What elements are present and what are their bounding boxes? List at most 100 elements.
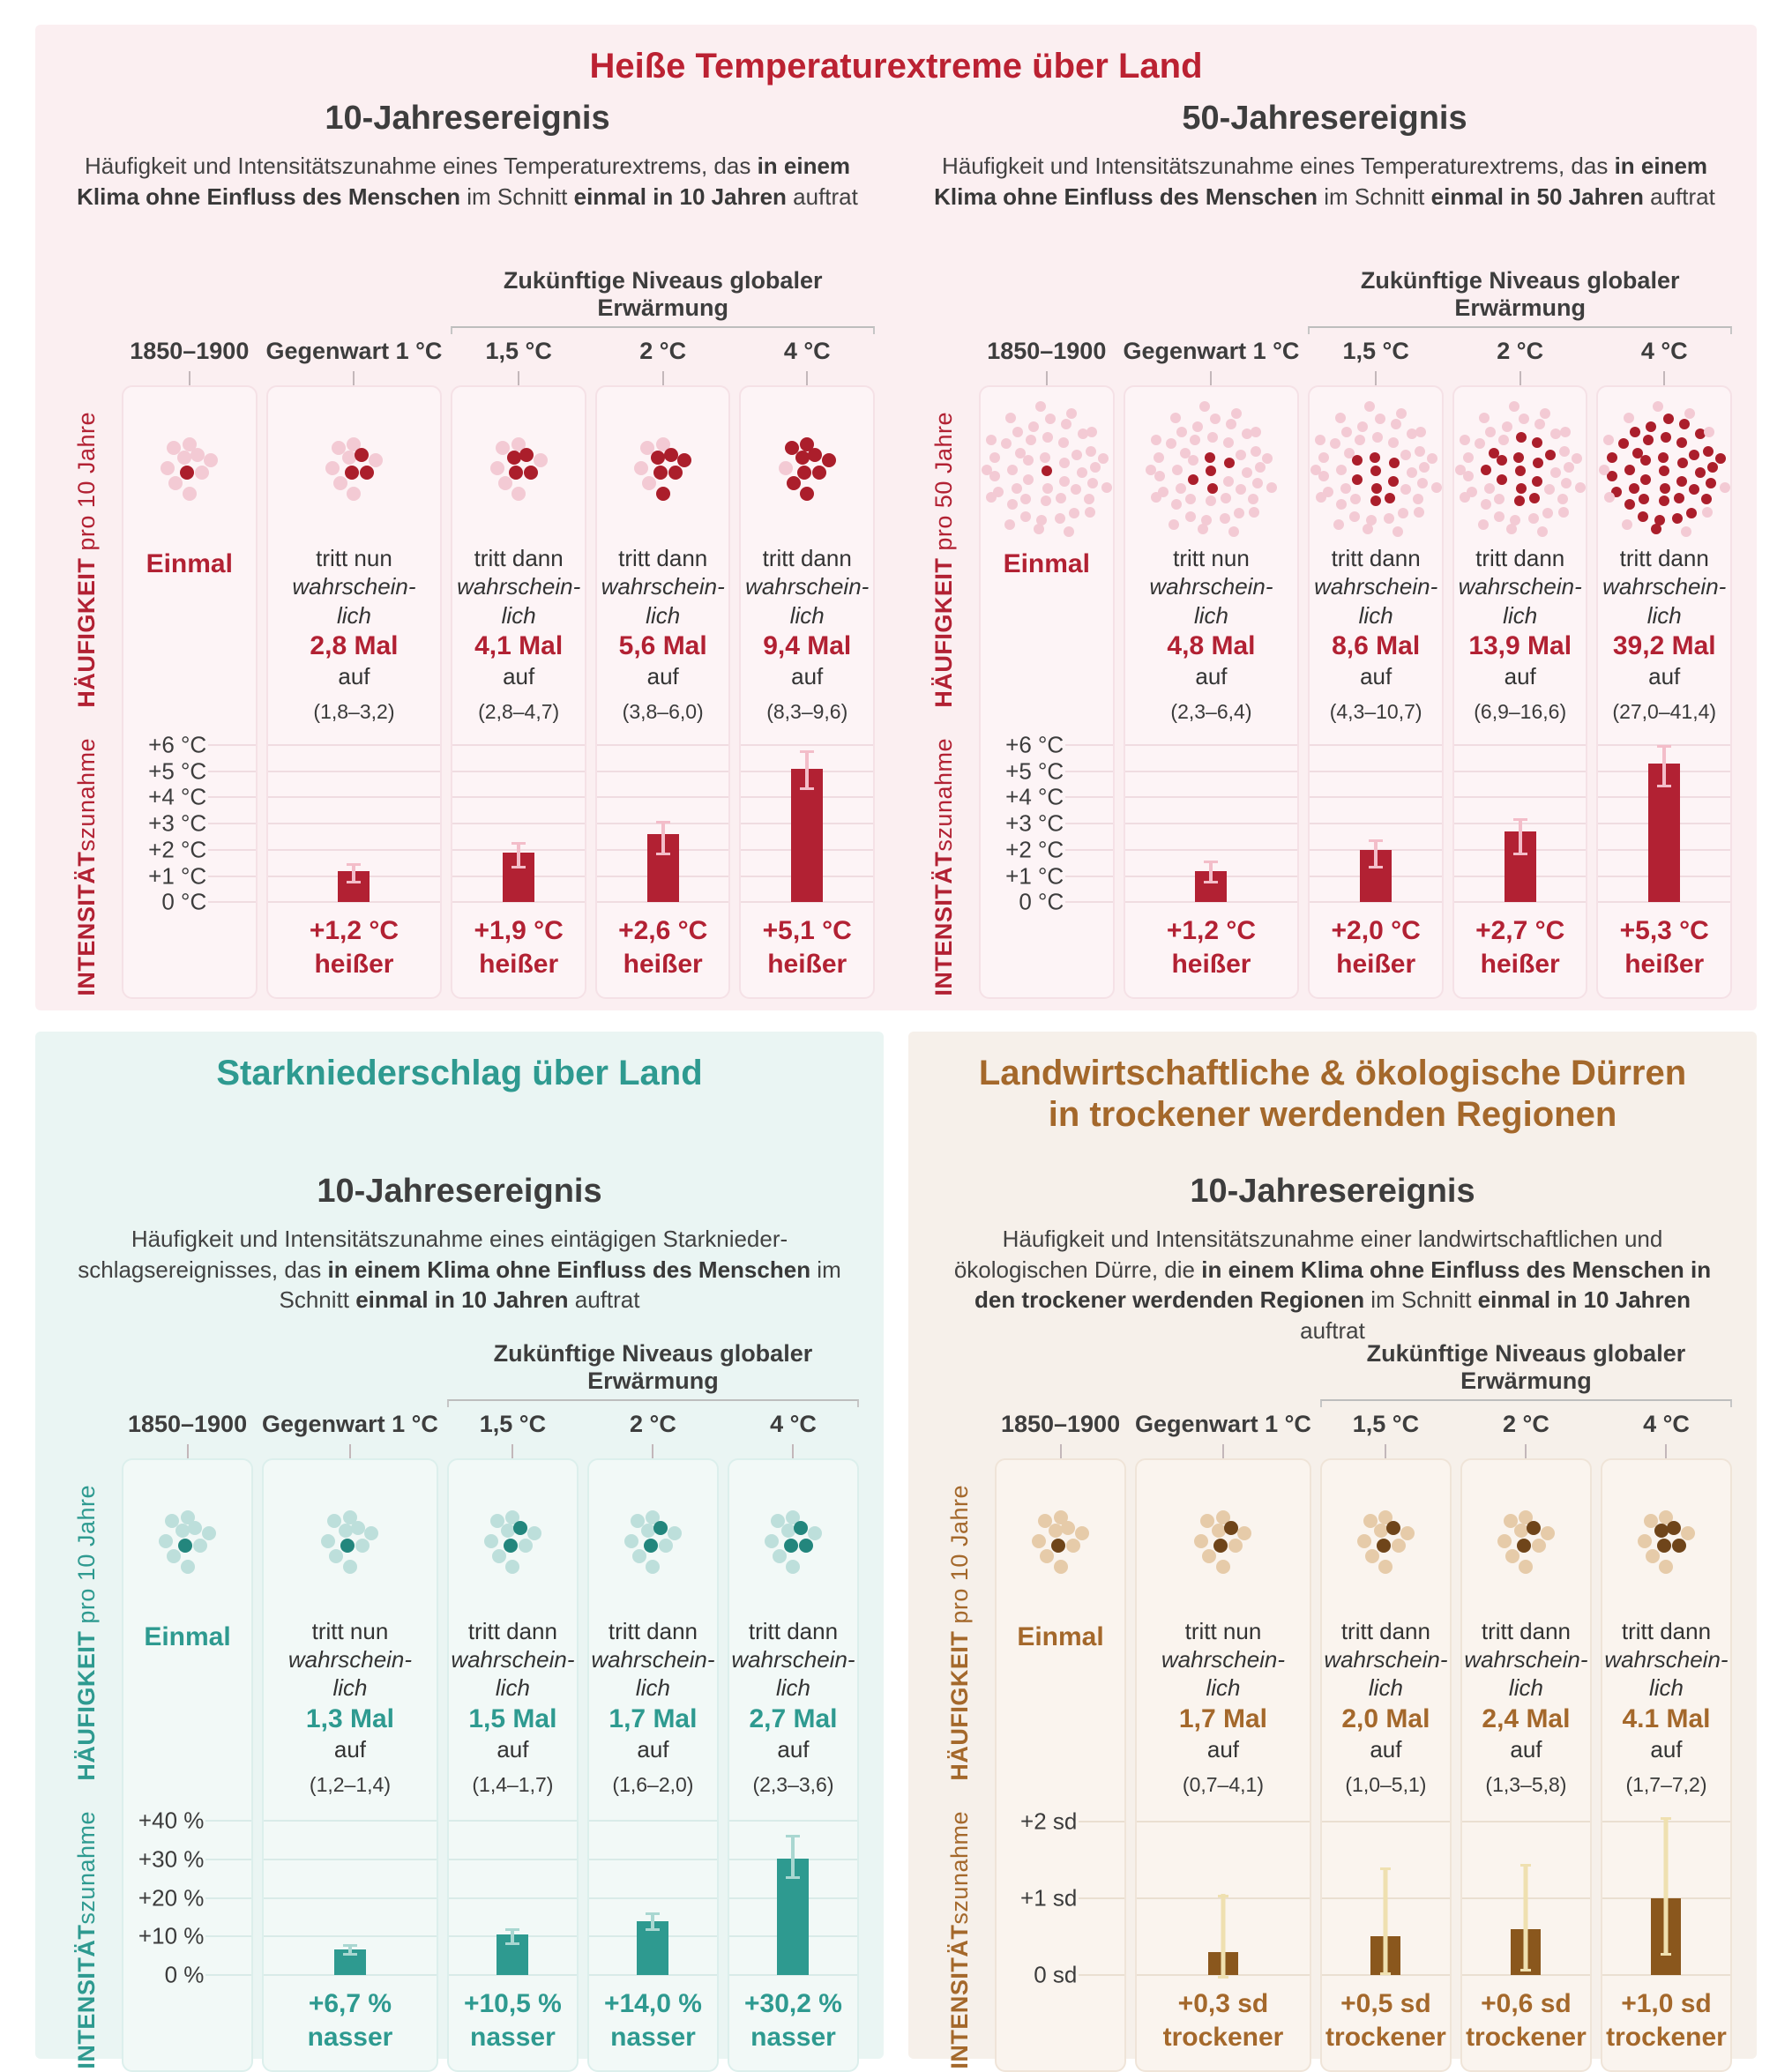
- dot-cluster: [1454, 401, 1587, 537]
- event-dot: [786, 475, 801, 490]
- frequency-auf: auf: [497, 1735, 529, 1763]
- event-dot: [1557, 507, 1569, 518]
- event-dot: [1206, 431, 1218, 443]
- gridline: [267, 823, 441, 825]
- error-bar-cap-top: [1657, 745, 1672, 749]
- frequency-value: 13,9 Mal: [1468, 630, 1572, 660]
- column-header-label: 1850–1900: [987, 338, 1107, 365]
- error-bar: [511, 1928, 515, 1945]
- intensity-chart: [1453, 734, 1587, 904]
- error-bar-cap-bottom: [347, 881, 362, 884]
- event-dot: [1242, 429, 1253, 440]
- dot-cluster: [1145, 401, 1278, 537]
- panel-droughts: Landwirtschaftliche & ökologische Dürren…: [908, 1032, 1757, 2072]
- event-dot: [1637, 1533, 1652, 1548]
- event-dot: [1678, 419, 1690, 430]
- event-dot: [182, 487, 197, 502]
- intensity-chart: [1598, 734, 1730, 904]
- column-header-label: 1,5 °C: [479, 1411, 547, 1437]
- gridline: [267, 901, 441, 904]
- intensity-value: +1,2 °C: [1166, 916, 1257, 946]
- frequency-value: 1,5 Mal: [468, 1703, 557, 1733]
- frequency-value: 2,8 Mal: [310, 630, 399, 660]
- event-dot: [640, 1523, 655, 1538]
- event-dot: [1037, 1514, 1052, 1529]
- frequency-probability: wahrschein-: [287, 1646, 413, 1673]
- intensity-chart: [452, 734, 585, 904]
- error-bar-cap-bottom: [1217, 1976, 1228, 1979]
- panel-precip-title: Starkniederschlag über Land: [216, 1054, 703, 1092]
- event-dot: [1575, 482, 1587, 494]
- intensity-value: +1,9 °C: [474, 916, 564, 946]
- event-dot: [1701, 493, 1713, 504]
- event-dot: [1344, 447, 1355, 458]
- event-dot: [1532, 476, 1543, 488]
- event-dot: [1198, 524, 1209, 535]
- event-dot: [329, 1548, 344, 1563]
- frequency-probability: lich: [1508, 1674, 1543, 1702]
- intensity-value-sub: heißer: [623, 949, 703, 979]
- frequency-range: (1,2–1,4): [309, 1773, 391, 1797]
- column-header: 2 °C: [1452, 336, 1588, 386]
- event-dot: [325, 461, 340, 476]
- event-dot: [786, 1509, 801, 1524]
- column-header: Gegenwart 1 °C: [1124, 336, 1299, 386]
- gridline: [267, 770, 441, 772]
- frequency-prefix: tritt dann: [608, 1618, 698, 1644]
- panel-heat-title: Heiße Temperaturextreme über Land: [589, 47, 1203, 86]
- dot-cluster: [756, 1503, 830, 1584]
- event-dot: [1089, 462, 1101, 473]
- event-dot: [342, 1559, 357, 1574]
- event-dot: [1349, 493, 1361, 504]
- gridline: [267, 744, 441, 747]
- event-dot: [1540, 408, 1551, 420]
- event-dot: [1673, 493, 1684, 504]
- chart-grid-heat-10yr: Zukünftige Niveaus globaler Erwärmung 185…: [49, 267, 885, 1000]
- event-dot: [177, 1538, 192, 1553]
- intensity-axis-label: INTENSITÄTszunahme: [72, 737, 100, 996]
- intensity-value-sub: trockener: [1466, 2022, 1587, 2052]
- frequency-text: tritt dann wahrschein-lich 39,2 Mal auf (27,…: [1598, 542, 1730, 734]
- axis-tick-label: +1 °C: [148, 862, 207, 889]
- event-dot: [986, 434, 997, 445]
- column-header-tick: [1221, 1444, 1224, 1458]
- event-dot: [631, 1548, 646, 1563]
- event-dot: [342, 1509, 357, 1524]
- event-dot: [1363, 1514, 1378, 1529]
- frequency-range: (1,0–5,1): [1345, 1773, 1427, 1797]
- dot-cluster-zone: [589, 1460, 717, 1615]
- event-dot: [190, 447, 205, 462]
- column-header: 1,5 °C: [447, 1409, 579, 1458]
- event-dot: [1176, 426, 1188, 437]
- axis-tick-label: 0 sd: [1034, 1961, 1078, 1988]
- event-dot: [1671, 1538, 1686, 1553]
- event-dot: [1477, 518, 1489, 530]
- event-dot: [1154, 471, 1165, 482]
- column-header-label: 2 °C: [1503, 1411, 1549, 1437]
- error-bar: [651, 1912, 655, 1931]
- frequency-probability: lich: [635, 1674, 670, 1702]
- dot-cluster-zone: [1598, 387, 1730, 542]
- column-card: Einmal +6 °C +5 °C +4 °C +3 °C +2 °C +1 °C 0 °C: [979, 385, 1115, 1000]
- future-warming-group: Zukünftige Niveaus globaler Erwärmung: [1308, 267, 1732, 336]
- axis-tick-label: 0 °C: [161, 888, 207, 915]
- gridline: [1124, 848, 1298, 851]
- event-dot: [1544, 484, 1556, 496]
- frequency-prefix: tritt dann: [1621, 1618, 1712, 1644]
- intensity-axis-label: INTENSITÄTszunahme: [930, 737, 957, 996]
- event-dot: [1561, 477, 1572, 488]
- event-dot: [655, 487, 670, 502]
- event-dot: [1205, 452, 1216, 464]
- intensity-value-label: +1,9 °C heißer: [452, 902, 585, 980]
- event-dot: [1369, 452, 1380, 464]
- frequency-auf: auf: [646, 663, 679, 690]
- error-bar-cap-bottom: [655, 852, 670, 855]
- intensity-value-label: +10,5 % nasser: [449, 1975, 577, 2053]
- axis-gridline-stub: [1064, 770, 1113, 772]
- event-dot: [1513, 1523, 1528, 1538]
- event-dot: [1371, 483, 1383, 495]
- frequency-prefix: tritt dann: [1340, 1618, 1430, 1644]
- axis-gridline-stub: [1078, 1820, 1125, 1822]
- column-header: 4 °C: [728, 1409, 859, 1458]
- frequency-prefix: tritt nun: [1184, 1618, 1262, 1644]
